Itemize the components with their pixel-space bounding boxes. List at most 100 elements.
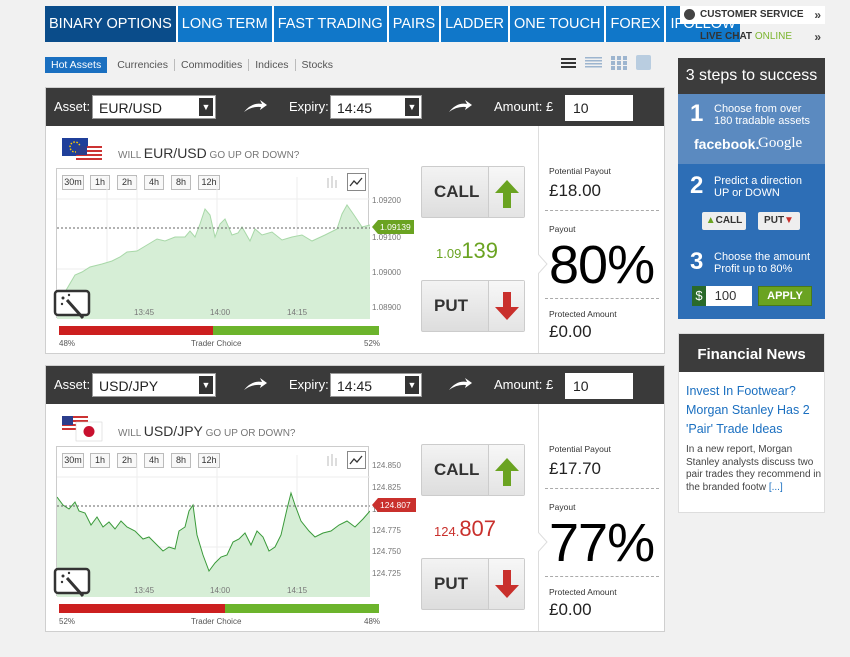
price-big: 807 — [459, 516, 497, 541]
potential-payout-label: Potential Payout — [549, 444, 611, 454]
arrow-right-icon — [449, 378, 472, 390]
subtab-hot-assets[interactable]: Hot Assets — [45, 57, 108, 73]
payout-percent: 80% — [549, 235, 655, 295]
step-amount-value: 100 — [714, 288, 737, 303]
bar-chart-icon[interactable] — [324, 174, 342, 191]
timeframe-1h[interactable]: 1h — [90, 453, 110, 468]
timeframe-30m[interactable]: 30m — [62, 175, 84, 190]
tab-forex[interactable]: FOREX — [606, 6, 667, 42]
compact-list-view-icon[interactable] — [585, 55, 602, 71]
payout-column: Potential Payout £18.00 Payout 80% Prote… — [538, 126, 664, 353]
arrow-up-icon — [495, 458, 519, 486]
grid-view-icon[interactable] — [610, 55, 627, 71]
read-more-link[interactable]: [...] — [768, 481, 783, 493]
magic-wand-icon[interactable] — [53, 289, 93, 325]
online-status: ONLINE — [754, 31, 793, 42]
chevron-down-icon: ▼ — [405, 98, 419, 116]
current-price: 124.807 — [434, 516, 496, 542]
amount-input[interactable]: 10 — [565, 95, 633, 121]
subtab-currencies[interactable]: Currencies — [111, 59, 175, 71]
tab-pairs[interactable]: PAIRS — [388, 6, 442, 42]
y-tick: 124.775 — [372, 526, 401, 535]
subtab-commodities[interactable]: Commodities — [175, 59, 250, 71]
magic-wand-icon[interactable] — [53, 567, 93, 603]
payout-percent: 77% — [549, 513, 655, 573]
line-chart-icon[interactable] — [347, 451, 366, 469]
call-button[interactable]: CALL — [421, 166, 525, 218]
put-label: PUT — [434, 296, 468, 315]
x-tick: 14:15 — [287, 308, 308, 317]
double-chevron-right-icon: » — [814, 8, 821, 22]
news-body: In a new report, Morgan Stanley analysts… — [686, 444, 822, 493]
customer-service-link[interactable]: CUSTOMER SERVICE » — [680, 6, 825, 24]
timeframe-4h[interactable]: 4h — [144, 175, 164, 190]
step-put-badge: PUT▼ — [758, 212, 800, 230]
expiry-select[interactable]: 14:45 ▼ — [330, 373, 422, 397]
subtab-stocks[interactable]: Stocks — [301, 59, 334, 71]
asset-label: Asset: — [54, 377, 91, 392]
expiry-value: 14:45 — [337, 100, 373, 116]
timeframe-8h[interactable]: 8h — [171, 175, 191, 190]
call-label: CALL — [434, 460, 480, 479]
tab-long-term[interactable]: LONG TERM — [177, 6, 274, 42]
arrow-right-icon — [244, 378, 267, 390]
arrow-right-icon — [449, 100, 472, 112]
trader-choice-label: Trader Choice — [191, 339, 242, 348]
step-amount-input[interactable]: $ 100 — [692, 286, 752, 306]
trader-choice-call-bar — [213, 326, 379, 335]
put-button[interactable]: PUT — [421, 558, 525, 610]
financial-news-widget: Financial News Invest In Footwear? Morga… — [678, 333, 825, 513]
timeframe-4h[interactable]: 4h — [144, 453, 164, 468]
timeframe-12h[interactable]: 12h — [198, 175, 220, 190]
bar-chart-icon[interactable] — [324, 452, 342, 469]
timeframe-1h[interactable]: 1h — [90, 175, 110, 190]
trade-panel-eurusd: Asset: EUR/USD ▼ Expiry: 14:45 ▼ Amount: £… — [45, 87, 665, 354]
amount-label: Amount: £ — [494, 99, 554, 114]
apply-button[interactable]: APPLY — [758, 286, 812, 306]
tile-view-icon[interactable] — [635, 55, 652, 71]
x-tick: 14:00 — [210, 586, 231, 595]
steps-widget: 3 steps to success 1 Choose from over 18… — [678, 58, 825, 319]
trade-question: WILL EUR/USD GO UP OR DOWN? — [118, 145, 300, 161]
tab-ladder[interactable]: LADDER — [441, 6, 510, 42]
timeframe-30m[interactable]: 30m — [62, 453, 84, 468]
price-small: 1.09 — [436, 246, 462, 261]
put-button[interactable]: PUT — [421, 280, 525, 332]
y-tick: 1.08900 — [372, 303, 401, 312]
globe-icon — [684, 9, 695, 20]
x-tick: 14:00 — [210, 308, 231, 317]
trader-choice-label: Trader Choice — [191, 617, 242, 626]
tab-fast-trading[interactable]: FAST TRADING — [273, 6, 389, 42]
asset-select[interactable]: USD/JPY ▼ — [92, 373, 216, 397]
expiry-select[interactable]: 14:45 ▼ — [330, 95, 422, 119]
list-view-icon[interactable] — [560, 55, 577, 71]
asset-value: USD/JPY — [99, 378, 159, 394]
line-chart-icon[interactable] — [347, 173, 366, 191]
price-small: 124. — [434, 524, 460, 539]
chevron-down-icon: ▼ — [199, 98, 213, 116]
tab-binary-options[interactable]: BINARY OPTIONS — [45, 6, 178, 42]
news-headline-link[interactable]: Invest In Footwear? Morgan Stanley Has 2… — [686, 384, 810, 436]
y-tick: 1.09000 — [372, 268, 401, 277]
timeframe-8h[interactable]: 8h — [171, 453, 191, 468]
y-tick: 1.09200 — [372, 196, 401, 205]
amount-input[interactable]: 10 — [565, 373, 633, 399]
asset-select[interactable]: EUR/USD ▼ — [92, 95, 216, 119]
live-chat-link[interactable]: LIVE CHAT ONLINE » — [680, 28, 825, 46]
y-tick: 124.750 — [372, 547, 401, 556]
trader-choice-left-pct: 48% — [59, 339, 76, 348]
financial-news-title: Financial News — [679, 334, 824, 372]
trader-choice-right-pct: 48% — [364, 617, 381, 626]
tab-one-touch[interactable]: ONE TOUCH — [510, 6, 607, 42]
trader-choice-call-bar — [225, 604, 379, 613]
call-button[interactable]: CALL — [421, 444, 525, 496]
subtab-indices[interactable]: Indices — [249, 59, 296, 71]
pointer-notch — [538, 254, 548, 274]
step-text: Choose from over 180 tradable assets — [714, 103, 811, 127]
step-call-badge: ▲CALL — [702, 212, 746, 230]
asset-filter-tabs: Hot Assets Currencies Commodities Indice… — [45, 57, 339, 73]
price-big: 139 — [461, 238, 499, 263]
timeframe-12h[interactable]: 12h — [198, 453, 220, 468]
step-number: 2 — [690, 172, 704, 199]
asset-bar: Asset: EUR/USD ▼ Expiry: 14:45 ▼ Amount: £… — [46, 88, 664, 126]
